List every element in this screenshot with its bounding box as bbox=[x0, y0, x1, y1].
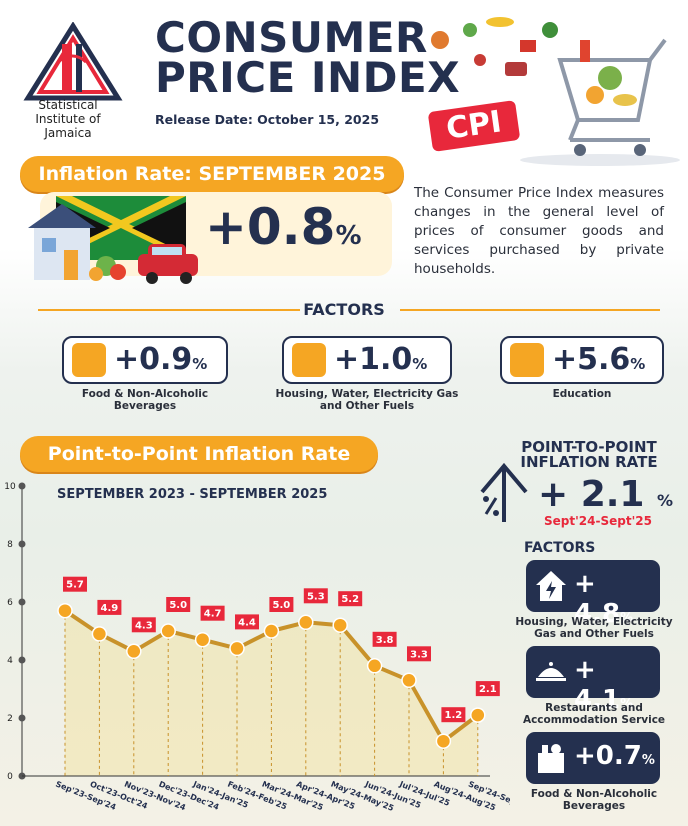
p2p-factor-food-label: Food & Non-Alcoholic Beverages bbox=[530, 788, 658, 812]
factor-food: +0.9% bbox=[62, 336, 228, 384]
page-title: CONSUMER PRICE INDEX bbox=[155, 13, 461, 102]
statin-logo bbox=[23, 22, 123, 101]
p2p-factors-title: FACTORS bbox=[524, 540, 596, 556]
inflation-number: +0.8 bbox=[205, 198, 336, 256]
data-point bbox=[435, 733, 452, 749]
data-label: 5.0 bbox=[169, 600, 187, 611]
y-tick-label: 8 bbox=[7, 540, 13, 550]
house-flag-car-illustration bbox=[28, 196, 198, 284]
inflation-value: +0.8% bbox=[205, 198, 362, 256]
factor-education-label: Education bbox=[552, 388, 612, 400]
factor-housing-value: +1.0% bbox=[334, 342, 428, 377]
inflation-banner: Inflation Rate: SEPTEMBER 2025 bbox=[20, 156, 404, 192]
serving-dish-icon bbox=[536, 662, 566, 681]
factors-title: FACTORS bbox=[303, 300, 385, 319]
data-label: 2.1 bbox=[479, 684, 497, 695]
y-tick-label: 2 bbox=[7, 714, 13, 724]
factor-food-value: +0.9% bbox=[114, 342, 208, 377]
p2p-factor-restaurants-value: + 4.1% bbox=[574, 655, 634, 715]
y-tick-dot bbox=[18, 540, 26, 548]
data-label: 4.9 bbox=[101, 603, 119, 614]
data-label-box bbox=[235, 614, 259, 630]
data-label-box bbox=[200, 605, 225, 621]
p2p-banner: Point-to-Point Inflation Rate bbox=[20, 436, 378, 472]
data-label-box bbox=[269, 597, 294, 612]
data-point bbox=[91, 626, 108, 642]
data-label-box bbox=[372, 631, 397, 647]
data-label-box bbox=[303, 588, 328, 604]
data-label-box bbox=[475, 681, 500, 697]
rising-arrow-percent-icon bbox=[480, 462, 528, 522]
y-tick-dot bbox=[18, 656, 26, 664]
title-line-1: CONSUMER bbox=[155, 13, 428, 62]
data-point bbox=[229, 640, 245, 657]
data-point bbox=[126, 643, 142, 660]
p2p-right-title: POINT-TO-POINT INFLATION RATE bbox=[520, 438, 658, 471]
cpi-description: The Consumer Price Index measures change… bbox=[414, 185, 664, 277]
data-label: 5.0 bbox=[273, 600, 291, 611]
data-label-box bbox=[131, 617, 156, 633]
data-label-box bbox=[338, 591, 363, 607]
title-line-2: PRICE INDEX bbox=[155, 53, 461, 102]
y-tick-dot bbox=[18, 714, 26, 722]
inflation-unit: % bbox=[335, 221, 362, 251]
p2p-factor-restaurants-label: Restaurants and Accommodation Service bbox=[522, 702, 666, 726]
x-tick-label: Sep'23-Sep'24 bbox=[54, 780, 117, 813]
p2p-period: Sept'24-Sept'25 bbox=[544, 514, 652, 528]
p2p-factor-housing-label: Housing, Water, Electricity Gas and Othe… bbox=[515, 616, 673, 640]
y-tick-label: 0 bbox=[7, 772, 13, 782]
divider-left bbox=[38, 309, 300, 311]
y-tick-dot bbox=[18, 482, 26, 490]
data-label: 5.7 bbox=[66, 580, 84, 591]
p2p-factor-restaurants: + 4.1% bbox=[526, 646, 660, 715]
data-label-box bbox=[441, 707, 466, 723]
data-point bbox=[298, 614, 314, 631]
data-label: 4.3 bbox=[135, 620, 153, 631]
graduation-cap-icon bbox=[510, 343, 544, 377]
factor-housing: +1.0% bbox=[282, 336, 452, 384]
data-label: 4.4 bbox=[238, 617, 256, 628]
p2p-factor-food: +0.7% bbox=[526, 732, 660, 784]
factor-food-label: Food & Non-Alcoholic Beverages bbox=[81, 388, 209, 412]
divider-right bbox=[400, 309, 660, 311]
data-label-box bbox=[166, 597, 191, 612]
data-point bbox=[57, 602, 73, 619]
house-energy-icon bbox=[292, 343, 326, 377]
factor-education-value: +5.6% bbox=[552, 342, 646, 377]
data-label: 1.2 bbox=[445, 710, 463, 721]
food-basket-icon bbox=[72, 343, 106, 377]
p2p-factor-housing-value: + 4.8% bbox=[574, 569, 634, 629]
y-tick-label: 10 bbox=[4, 482, 16, 492]
factor-education: +5.6% bbox=[500, 336, 664, 384]
p2p-line-chart: 0 2 4 6 8 10 5.7 4.9 4.3 5.0 4.7 4.4 5.0 5.3 5.2 3.8 3.3… bbox=[4, 482, 510, 813]
data-point bbox=[401, 672, 417, 689]
house-energy-icon bbox=[536, 571, 566, 601]
data-point bbox=[263, 623, 280, 639]
release-date: Release Date: October 15, 2025 bbox=[155, 112, 380, 127]
food-basket-icon bbox=[538, 744, 564, 773]
data-point bbox=[332, 617, 348, 633]
p2p-factor-housing: + 4.8% bbox=[526, 560, 660, 629]
p2p-factor-food-value: +0.7% bbox=[574, 741, 655, 771]
y-tick-dot bbox=[18, 598, 26, 606]
data-point bbox=[366, 658, 383, 674]
data-label: 4.7 bbox=[204, 609, 222, 620]
data-label: 3.3 bbox=[410, 649, 428, 660]
shopping-cart-icon bbox=[431, 17, 680, 166]
p2p-value: + 2.1 % bbox=[538, 474, 674, 515]
data-label: 3.8 bbox=[376, 635, 394, 646]
data-point bbox=[194, 631, 211, 648]
data-label-box bbox=[407, 646, 431, 662]
y-tick-label: 4 bbox=[7, 656, 13, 666]
data-point bbox=[470, 707, 486, 723]
chart-title: SEPTEMBER 2023 - SEPTEMBER 2025 bbox=[57, 487, 328, 502]
data-label: 5.2 bbox=[341, 594, 359, 605]
data-point bbox=[160, 623, 176, 639]
y-tick-label: 6 bbox=[7, 598, 13, 608]
factor-housing-label: Housing, Water, Electricity Gas and Othe… bbox=[275, 388, 459, 412]
data-label-box bbox=[63, 576, 87, 592]
data-label-box bbox=[97, 599, 122, 615]
org-name: Statistical Institute of Jamaica bbox=[35, 98, 101, 140]
data-label: 5.3 bbox=[307, 591, 325, 602]
